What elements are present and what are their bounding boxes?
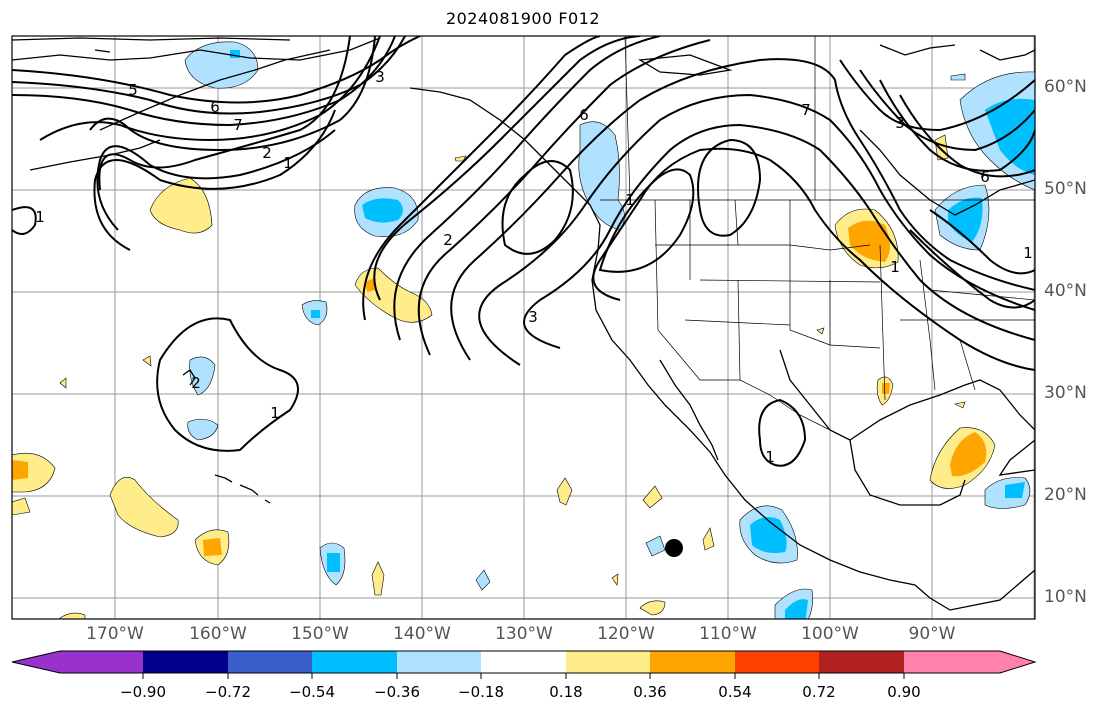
colorbar-extend-low: [12, 651, 60, 673]
colorbar-tick-label: 0.18: [549, 683, 583, 701]
contour-label: 2: [262, 144, 272, 162]
contour-label: 7: [801, 101, 811, 119]
lat-label: 20°N: [1044, 485, 1087, 505]
contour-lines: [12, 36, 1035, 467]
contour-label: 6: [980, 168, 990, 186]
colorbar-cell: [566, 651, 650, 673]
colorbar-tick-label: −0.90: [120, 683, 166, 701]
contour-label: 3: [528, 308, 538, 326]
colorbar: [11, 650, 1037, 679]
contour-label: 1: [625, 191, 635, 209]
contour-label: 1: [283, 154, 293, 172]
contour-label: 7: [233, 116, 243, 134]
colorbar-tick-label: 0.72: [802, 683, 836, 701]
colorbar-cell: [735, 651, 819, 673]
lon-label: 100°W: [801, 624, 859, 644]
lat-label: 60°N: [1044, 77, 1087, 97]
political-borders: [600, 36, 1035, 441]
colorbar-cell: [312, 651, 397, 673]
colorbar-tick-label: 0.54: [718, 683, 752, 701]
coastlines: [12, 37, 1035, 611]
contour-label: 1: [35, 208, 45, 226]
colorbar-tick-label: 0.90: [887, 683, 921, 701]
contour-label: 1: [890, 258, 900, 276]
shaded-anomalies: [12, 41, 1035, 619]
colorbar-cell: [650, 651, 735, 673]
colorbar-tick-label: 0.36: [633, 683, 667, 701]
lon-label: 120°W: [597, 624, 655, 644]
lon-label: 90°W: [908, 624, 956, 644]
colorbar-cell: [904, 651, 1000, 673]
colorbar-tick-label: −0.54: [289, 683, 335, 701]
lon-label: 170°W: [86, 624, 144, 644]
lon-label: 130°W: [495, 624, 553, 644]
colorbar-tick-label: −0.72: [205, 683, 251, 701]
colorbar-cell: [397, 651, 481, 673]
contour-label: 1: [765, 448, 775, 466]
contour-label: 5: [128, 81, 138, 99]
map-frame: [11, 35, 1036, 620]
lon-label: 110°W: [699, 624, 757, 644]
contour-label: 1: [270, 404, 280, 422]
lat-label: 40°N: [1044, 281, 1087, 301]
storm-center-marker: [665, 539, 683, 557]
colorbar-tick-label: −0.36: [374, 683, 420, 701]
colorbar-cell: [481, 651, 566, 673]
contour-label: 6: [210, 98, 220, 116]
colorbar-extend-high: [1000, 651, 1035, 673]
colorbar-cell: [143, 651, 228, 673]
colorbar-tick-label: −0.18: [458, 683, 504, 701]
contour-label: 2: [443, 231, 453, 249]
contour-label: 6: [579, 106, 589, 124]
contour-label: 2: [191, 374, 201, 392]
contour-label: 3: [375, 68, 385, 86]
lat-label: 10°N: [1044, 587, 1087, 607]
lon-label: 150°W: [291, 624, 349, 644]
colorbar-outline: [11, 650, 1037, 674]
lat-label: 50°N: [1044, 179, 1087, 199]
colorbar-cell: [228, 651, 312, 673]
lon-label: 140°W: [393, 624, 451, 644]
lat-label: 30°N: [1044, 383, 1087, 403]
contour-label: 1: [1023, 244, 1033, 262]
map-title: 2024081900 F012: [445, 9, 601, 28]
colorbar-cell: [819, 651, 904, 673]
islands: [94, 49, 271, 504]
lon-label: 160°W: [189, 624, 247, 644]
colorbar-cell: [60, 651, 143, 673]
contour-label: 3: [895, 114, 905, 132]
